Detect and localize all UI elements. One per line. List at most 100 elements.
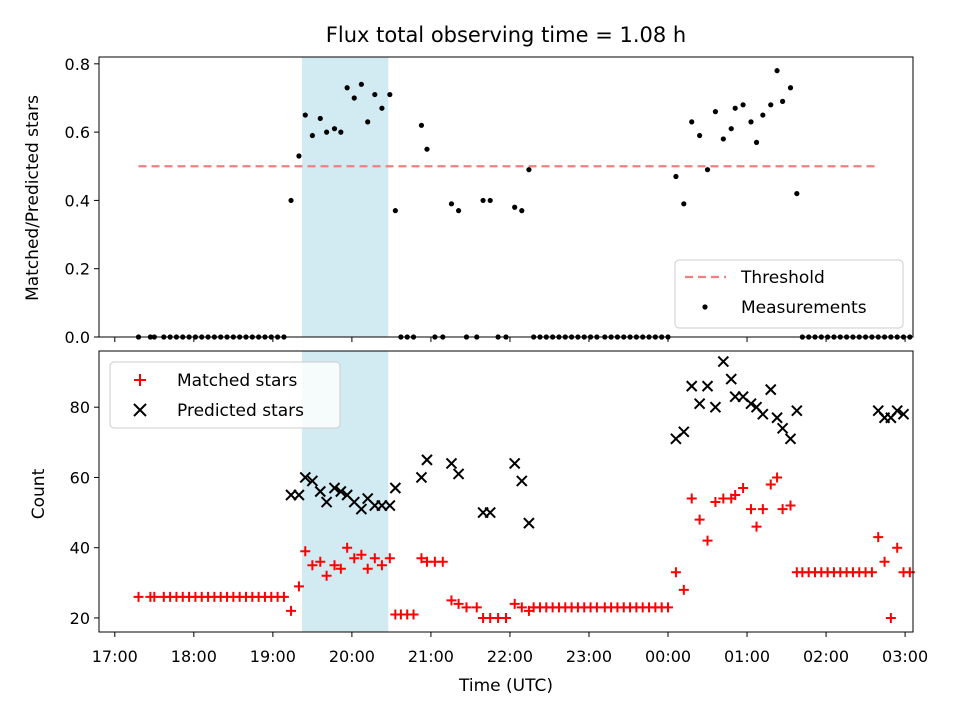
matched-star-marker <box>133 591 144 602</box>
matched-star-marker <box>670 567 681 578</box>
measurement-point <box>331 126 338 132</box>
measurement-point <box>740 102 746 108</box>
legend-predicted-label: Predicted stars <box>177 401 304 421</box>
matched-star-marker <box>892 542 903 553</box>
matched-star-marker <box>745 504 756 515</box>
matched-star-marker <box>663 602 674 613</box>
matched-star-marker <box>278 591 289 602</box>
predicted-star-marker <box>320 496 333 508</box>
predicted-star-marker <box>784 433 797 445</box>
predicted-star-marker <box>452 468 465 480</box>
measurement-point <box>351 95 357 101</box>
figure-title: Flux total observing time = 1.08 h <box>326 23 686 47</box>
legend-matched-swatch <box>134 374 146 386</box>
predicted-star-marker <box>389 482 402 494</box>
predicted-star-marker <box>765 383 777 396</box>
measurement-point <box>760 112 766 118</box>
measurement-point <box>424 146 430 152</box>
x-tick-label: 22:00 <box>487 647 533 666</box>
measurement-point <box>753 139 760 145</box>
matched-star-marker <box>873 532 884 543</box>
matched-star-marker <box>408 609 419 620</box>
measurement-point <box>455 208 462 214</box>
count-plot-area <box>133 351 915 632</box>
count-plot-frame <box>98 350 914 633</box>
x-tick-label: 02:00 <box>803 647 849 666</box>
legend-predicted-swatch <box>133 403 147 417</box>
measurement-point <box>732 105 738 111</box>
ratio-y-tick-label: 0.0 <box>65 328 90 347</box>
predicted-star-marker <box>415 471 428 484</box>
matched-star-marker <box>866 567 877 578</box>
legend-measurements-label: Measurements <box>741 298 867 318</box>
predicted-star-marker <box>678 426 690 438</box>
ratio-y-tick-label: 0.4 <box>65 191 90 210</box>
measurement-point <box>748 119 754 125</box>
measurement-point <box>728 126 734 132</box>
matched-star-marker <box>376 560 387 571</box>
measurement-point <box>780 98 786 104</box>
matched-star-marker <box>307 560 318 571</box>
predicted-star-marker <box>314 485 326 498</box>
measurement-point <box>379 105 385 111</box>
measurement-point <box>309 132 315 139</box>
matched-star-marker <box>416 553 427 564</box>
predicted-star-marker <box>686 380 698 392</box>
matched-star-marker <box>757 504 768 515</box>
matched-star-marker <box>777 504 788 515</box>
matched-star-marker <box>678 584 689 595</box>
matched-star-marker <box>437 556 448 567</box>
matched-star-marker <box>446 595 457 606</box>
ratio-legend-box <box>674 259 904 329</box>
predicted-star-marker <box>709 401 722 413</box>
x-tick-label: 21:00 <box>408 647 454 666</box>
measurement-point <box>487 197 493 204</box>
predicted-star-marker <box>693 397 706 410</box>
matched-star-marker <box>321 570 332 581</box>
x-tick-label: 20:00 <box>329 647 375 666</box>
count-y-tick-label: 60 <box>70 468 90 487</box>
predicted-star-marker <box>757 408 769 420</box>
measurement-point <box>480 197 486 204</box>
measurement-point <box>689 119 695 125</box>
measurement-point <box>358 81 364 87</box>
matched-star-marker <box>785 500 796 511</box>
measurement-point <box>519 208 525 214</box>
predicted-star-marker <box>421 454 433 466</box>
measurement-point <box>387 91 393 98</box>
ratio-y-tick-label: 0.2 <box>65 260 90 279</box>
predicted-star-marker <box>891 405 903 417</box>
matched-star-marker <box>149 591 160 602</box>
observing-window-span <box>302 57 389 337</box>
measurement-point <box>774 68 780 74</box>
count-panel: 20 40 60 80 17:00 18:00 19:00 20:00 21:00 22:00 23… <box>29 350 928 696</box>
predicted-star-marker <box>384 499 396 512</box>
ratio-y-axis-label: Matched/Predicted stars <box>23 95 43 301</box>
measurement-point <box>704 167 711 173</box>
matched-star-marker <box>879 556 890 567</box>
predicted-star-marker <box>701 380 714 392</box>
count-y-axis-label: Count <box>29 468 49 519</box>
measurement-point <box>681 201 687 207</box>
predicted-star-marker <box>355 503 368 515</box>
matched-star-marker <box>293 581 304 592</box>
matched-star-marker <box>702 535 713 546</box>
ratio-legend: Threshold Measurements <box>674 259 904 329</box>
measurement-point <box>794 190 800 197</box>
matched-star-marker <box>501 612 511 623</box>
predicted-star-marker <box>508 457 521 470</box>
predicted-star-marker <box>299 471 311 484</box>
count-axes: 20 40 60 80 17:00 18:00 19:00 20:00 21:00 22:00 23… <box>70 350 928 666</box>
legend-threshold-label: Threshold <box>740 268 825 288</box>
measurement-point <box>512 204 518 210</box>
measurement-point <box>324 129 330 135</box>
measurement-point <box>712 109 719 115</box>
legend-measurements-swatch <box>702 304 708 310</box>
x-tick-label: 17:00 <box>92 647 138 666</box>
predicted-star-marker <box>293 489 305 501</box>
matched-star-marker <box>362 563 373 574</box>
count-legend-box <box>109 361 341 429</box>
matched-star-marker <box>300 546 311 557</box>
predicted-star-marker <box>516 475 528 487</box>
x-tick-label: 03:00 <box>882 647 928 666</box>
